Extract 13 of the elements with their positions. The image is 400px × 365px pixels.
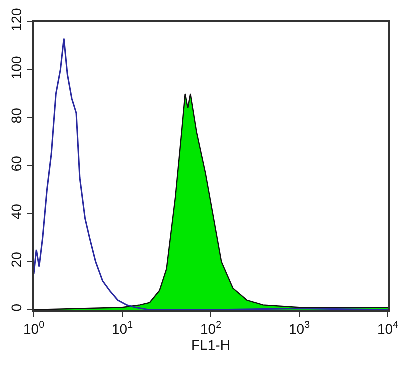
y-tick-label: 80 xyxy=(8,108,24,124)
y-tick-label: 20 xyxy=(8,252,24,268)
y-tick-label: 0 xyxy=(8,304,24,312)
x-tick-label: 10$^{0}$ xyxy=(23,320,46,337)
x-axis-title: FL1-H xyxy=(192,336,230,353)
y-tick-label: 100 xyxy=(8,56,24,80)
x-tick-label: 10$^{2}$ xyxy=(200,320,222,337)
x-tick-label: 10$^{3}$ xyxy=(288,320,311,337)
y-tick-label: 120 xyxy=(8,8,24,32)
x-tick-label: 10$^{4}$ xyxy=(377,320,400,337)
y-tick-label: 40 xyxy=(8,204,24,220)
y-tick-label: 60 xyxy=(8,156,24,172)
x-tick-label: 10$^{1}$ xyxy=(112,320,134,337)
